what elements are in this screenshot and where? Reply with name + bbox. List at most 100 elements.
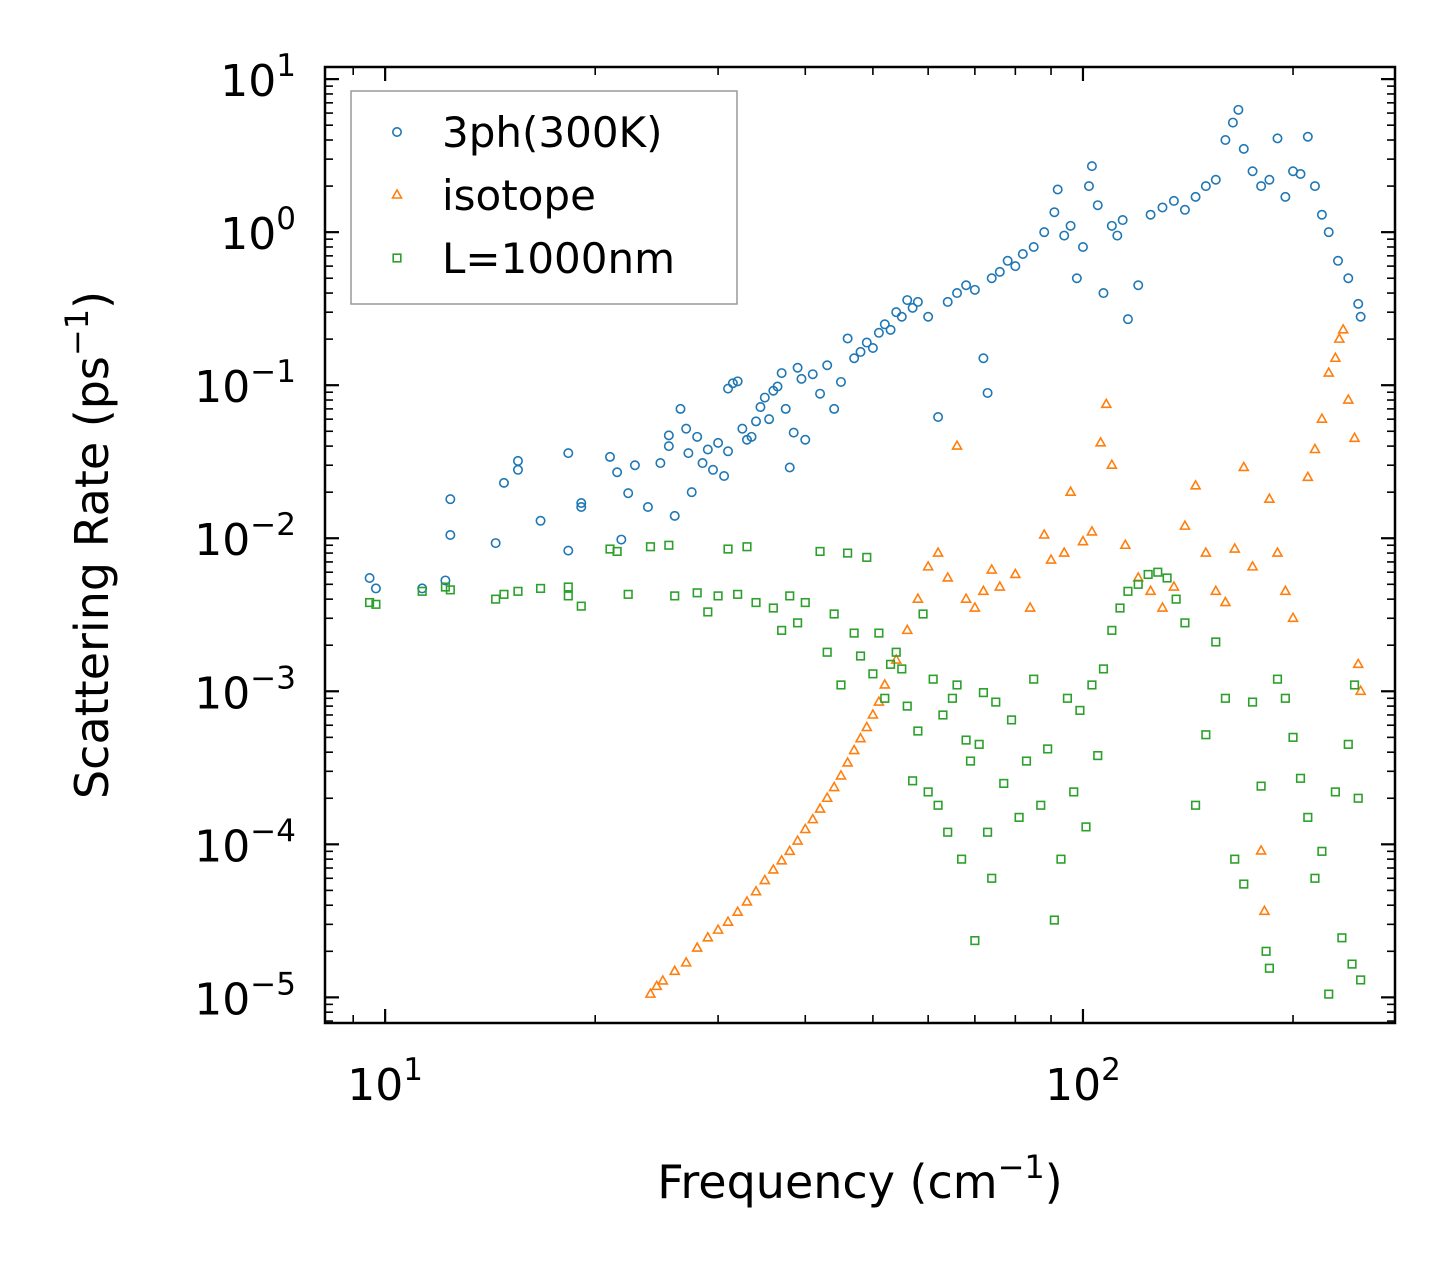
data-point [642,502,653,513]
data-point [860,720,873,732]
data-point [512,455,523,466]
data-point [371,599,381,609]
data-point [1106,220,1117,231]
data-point [933,800,943,810]
data-point [952,680,962,690]
data-point [733,589,743,599]
data-point [828,780,841,792]
data-point [849,353,860,364]
data-point [663,430,674,441]
data-point [712,923,724,934]
data-point [1280,693,1290,703]
data-point [576,502,587,513]
data-point [1123,586,1133,596]
data-point [1220,693,1231,703]
data-point [1098,664,1109,674]
data-point [1295,773,1306,783]
data-point [1189,479,1202,490]
legend-marker [391,127,402,138]
data-point [723,446,734,457]
data-point [703,607,713,617]
data-point [664,540,674,550]
data-point [692,431,703,442]
data-point [855,651,866,661]
data-point [1333,255,1344,266]
data-point [1302,131,1313,142]
data-point [1179,204,1190,215]
data-point [1029,674,1039,684]
data-point [994,266,1005,277]
data-point [576,601,586,611]
data-point [732,376,743,387]
data-point [645,542,656,552]
legend-label: L=1000nm [442,234,675,283]
data-point [1168,195,1179,206]
data-point [896,311,907,322]
data-point [1028,241,1039,252]
data-point [490,538,501,549]
data-point [978,688,989,698]
data-point [768,603,778,613]
data-point [1258,904,1271,916]
x-tick-label: 101 [347,1052,423,1111]
data-point [623,589,633,599]
data-point [961,735,971,745]
data-point [1086,161,1097,172]
data-point [1086,525,1098,536]
data-point [912,296,923,307]
data-point [563,545,574,556]
data-point [965,756,976,766]
data-point [713,437,724,448]
data-point [908,776,918,786]
data-point [1112,230,1123,241]
data-point [928,674,938,684]
y-tick-label: 10−4 [194,813,296,872]
data-point [1014,812,1024,822]
data-point [907,302,918,313]
data-point [668,964,681,976]
data-point [612,467,623,478]
data-point [1056,854,1066,864]
data-point [1227,117,1238,128]
data-point [873,327,884,338]
data-point [1059,230,1070,241]
data-point [1329,351,1342,363]
data-point [991,697,1001,707]
data-point [969,284,980,295]
data-point [932,546,944,557]
data-point [655,458,666,469]
data-point [1287,611,1299,623]
data-point [1052,184,1063,195]
data-point [1238,143,1249,154]
data-point [1209,584,1222,596]
data-point [969,601,981,612]
data-point [890,653,903,664]
data-point [750,885,762,896]
data-point [792,362,803,373]
data-point [861,337,872,348]
data-point [1093,750,1103,761]
data-point [836,680,846,690]
data-point [1045,553,1057,564]
data-point [785,591,795,601]
data-point [913,726,923,736]
data-point [841,756,854,767]
data-point [902,701,912,711]
data-point [947,693,958,703]
data-point [1190,800,1201,810]
data-point [1343,739,1353,749]
data-point [800,597,810,608]
data-point [616,534,627,545]
data-point [767,863,780,874]
data-point [1058,546,1071,557]
data-point [1220,135,1231,146]
data-point [713,591,723,601]
data-point [897,664,907,674]
data-point [922,560,935,571]
y-tick-label: 10−2 [194,507,296,566]
data-point [1200,181,1211,192]
data-point [1180,618,1190,628]
data-point [563,448,574,459]
data-point [612,546,622,557]
data-point [1100,397,1113,409]
